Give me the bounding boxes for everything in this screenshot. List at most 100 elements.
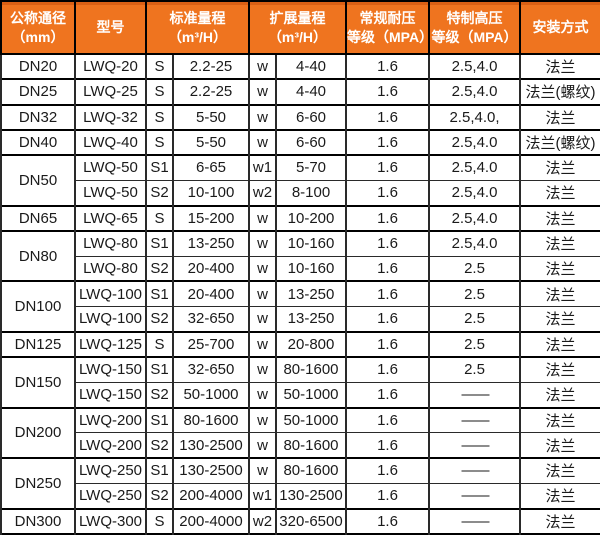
cell-standard-range: 80-1600 [172,406,250,434]
cell-normal-pressure: 1.6 [345,432,430,459]
cell-nominal-diameter: DN150 [0,356,76,408]
cell-standard-grade: S [145,103,174,131]
cell-normal-pressure: 1.6 [345,355,430,383]
cell-model: LWQ-100 [74,280,147,308]
cell-installation: 法兰 [519,406,600,434]
cell-model: LWQ-80 [74,255,147,282]
cell-standard-range: 15-200 [172,204,250,232]
cell-special-pressure: —— [428,432,521,459]
cell-standard-grade: S1 [145,280,174,308]
cell-model: LWQ-32 [74,103,147,131]
cell-nominal-diameter: DN25 [0,78,76,106]
cell-nominal-diameter: DN250 [0,457,76,509]
cell-model: LWQ-200 [74,406,147,434]
cell-installation: 法兰 [519,280,600,308]
table-row: DN25 LWQ-25 S 2.2-25 w 4-40 1.6 2.5,4.0 … [0,78,600,106]
cell-extended-range: 10-200 [275,204,347,232]
table-row: DN65 LWQ-65 S 15-200 w 10-200 1.6 2.5,4.… [0,204,600,232]
cell-model: LWQ-125 [74,330,147,358]
cell-normal-pressure: 1.6 [345,280,430,308]
header-extended-range: 扩展量程 （m³/H） [248,0,347,55]
cell-nominal-diameter: DN125 [0,330,76,358]
cell-standard-range: 200-4000 [172,482,250,510]
cell-normal-pressure: 1.6 [345,330,430,358]
cell-extended-grade: w1 [248,153,277,181]
cell-special-pressure: 2.5,4.0 [428,52,521,80]
cell-extended-grade: w [248,355,277,383]
cell-nominal-diameter: DN40 [0,128,76,156]
cell-standard-range: 2.2-25 [172,52,250,80]
cell-extended-range: 4-40 [275,52,347,80]
table-row: DN32 LWQ-32 S 5-50 w 6-60 1.6 2.5,4.0, 法… [0,103,600,131]
table-row: DN300 LWQ-300 S 200-4000 w2 320-6500 1.6… [0,507,600,535]
cell-normal-pressure: 1.6 [345,482,430,510]
cell-normal-pressure: 1.6 [345,128,430,156]
cell-special-pressure: —— [428,482,521,510]
cell-model: LWQ-250 [74,456,147,484]
cell-installation: 法兰 [519,255,600,282]
header-standard-range: 标准量程 （m³/H） [145,0,250,55]
cell-standard-range: 25-700 [172,330,250,358]
cell-standard-grade: S1 [145,456,174,484]
header-nominal-diameter: 公称通径 （mm） [0,0,76,55]
cell-extended-grade: w [248,103,277,131]
table-row: LWQ-200 S2 130-2500 w 80-1600 1.6 —— 法兰 [1,432,600,459]
table-row: DN200 LWQ-200 S1 80-1600 w 50-1000 1.6 —… [0,406,600,459]
cell-extended-range: 5-70 [275,153,347,181]
cell-standard-grade: S2 [145,305,174,333]
cell-installation: 法兰 [519,330,600,358]
cell-standard-grade: S2 [145,255,174,282]
cell-standard-range: 130-2500 [172,456,250,484]
cell-extended-grade: w [248,432,277,459]
cell-installation: 法兰 [519,52,600,80]
cell-installation: 法兰 [519,482,600,510]
header-normal-pressure: 常规耐压 等级（MPA） [345,0,433,55]
cell-extended-range: 4-40 [275,78,347,106]
cell-normal-pressure: 1.6 [345,52,430,80]
cell-installation: 法兰 [519,381,600,409]
header-model: 型号 [74,0,147,55]
cell-extended-range: 130-2500 [275,482,347,510]
cell-installation: 法兰 [519,355,600,383]
cell-installation: 法兰(螺纹) [519,128,600,156]
cell-standard-grade: S [145,52,174,80]
cell-standard-range: 13-250 [172,229,250,257]
cell-normal-pressure: 1.6 [345,406,430,434]
cell-normal-pressure: 1.6 [345,103,430,131]
table-row: LWQ-80 S2 20-400 w 10-160 1.6 2.5 法兰 [1,255,600,282]
cell-installation: 法兰 [519,103,600,131]
cell-model: LWQ-50 [74,153,147,181]
table-row: DN80 LWQ-80 S1 13-250 w 10-160 1.6 2.5,4… [0,229,600,282]
cell-extended-range: 8-100 [275,179,347,207]
cell-standard-range: 10-100 [172,179,250,207]
cell-special-pressure: 2.5,4.0 [428,78,521,106]
cell-special-pressure: 2.5,4.0 [428,229,521,257]
cell-extended-range: 10-160 [275,229,347,257]
table-row: DN50 LWQ-50 S1 6-65 w1 5-70 1.6 2.5,4.0 … [0,153,600,206]
cell-installation: 法兰 [519,432,600,459]
cell-special-pressure: —— [428,456,521,484]
cell-extended-range: 320-6500 [275,507,347,535]
cell-standard-range: 50-1000 [172,381,250,409]
cell-standard-range: 200-4000 [172,507,250,535]
cell-installation: 法兰 [519,456,600,484]
cell-extended-grade: w [248,128,277,156]
cell-nominal-diameter: DN20 [0,52,76,80]
cell-standard-range: 2.2-25 [172,78,250,106]
table-row: DN20 LWQ-20 S 2.2-25 w 4-40 1.6 2.5,4.0 … [0,52,600,80]
table-row: DN40 LWQ-40 S 5-50 w 6-60 1.6 2.5,4.0 法兰… [0,128,600,156]
cell-standard-grade: S1 [145,153,174,181]
cell-installation: 法兰 [519,229,600,257]
cell-standard-grade: S2 [145,179,174,207]
cell-extended-grade: w [248,78,277,106]
cell-standard-range: 20-400 [172,255,250,282]
table-row: LWQ-250 S2 200-4000 w1 130-2500 1.6 —— 法… [1,482,600,510]
cell-extended-grade: w [248,381,277,409]
cell-normal-pressure: 1.6 [345,456,430,484]
cell-standard-grade: S2 [145,381,174,409]
cell-model: LWQ-150 [74,381,147,409]
cell-model: LWQ-300 [74,507,147,535]
cell-extended-range: 50-1000 [275,406,347,434]
cell-installation: 法兰 [519,204,600,232]
